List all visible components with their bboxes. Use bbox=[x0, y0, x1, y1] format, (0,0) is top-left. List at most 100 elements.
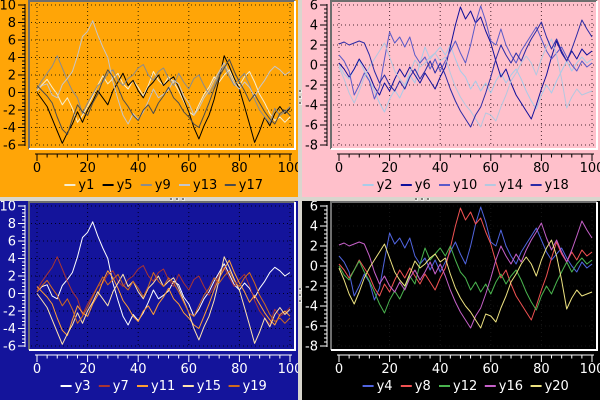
series-line-y12 bbox=[338, 245, 593, 314]
legend-label-y15: y15 bbox=[197, 379, 221, 394]
vertical-splitter-handle[interactable] bbox=[299, 288, 302, 306]
legend-item-y1: y1 bbox=[64, 178, 94, 193]
series-line-y14 bbox=[338, 38, 593, 128]
x-tick-label: 20 bbox=[79, 362, 96, 377]
series-line-y6 bbox=[338, 6, 593, 120]
x-axis bbox=[35, 153, 292, 161]
x-tick-label: 80 bbox=[533, 362, 550, 377]
x-axis bbox=[337, 354, 594, 362]
legend-label-y12: y12 bbox=[453, 379, 477, 394]
legend-item-y6: y6 bbox=[400, 178, 431, 193]
legend-item-y17: y17 bbox=[224, 178, 263, 193]
legend-item-y10: y10 bbox=[439, 178, 477, 193]
canvas-frame-dark bbox=[330, 201, 597, 350]
legend-item-y7: y7 bbox=[98, 379, 129, 394]
y-tick-label: 2 bbox=[8, 69, 16, 84]
x-axis bbox=[337, 153, 594, 161]
legend-item-y12: y12 bbox=[439, 379, 477, 394]
legend-item-y20: y20 bbox=[530, 379, 569, 394]
y-tick-label: 4 bbox=[310, 19, 318, 34]
y-axis bbox=[320, 205, 328, 347]
series-line-y9 bbox=[36, 55, 291, 124]
x-tick-label: 0 bbox=[335, 161, 343, 176]
y-tick-label: 0 bbox=[310, 59, 318, 74]
series-line-y11 bbox=[36, 259, 291, 336]
legend-item-y14: y14 bbox=[484, 178, 523, 193]
series-line-y7 bbox=[36, 256, 291, 325]
x-tick-label: 60 bbox=[181, 161, 198, 176]
legend-label-y8: y8 bbox=[415, 379, 431, 394]
canvas-frame-dark bbox=[330, 0, 597, 149]
y-tick-label: 0 bbox=[8, 86, 16, 101]
y-tick-label: -2 bbox=[305, 79, 318, 94]
canvas-frame-dark bbox=[28, 0, 295, 149]
vertical-splitter-handle[interactable] bbox=[299, 90, 302, 108]
y-tick-label: 10 bbox=[0, 201, 16, 215]
x-tick-label: 40 bbox=[432, 362, 449, 377]
x-tick-label: 100 bbox=[278, 161, 298, 176]
x-tick-label: 60 bbox=[181, 362, 198, 377]
x-tick-label: 80 bbox=[231, 362, 248, 377]
series-line-y16 bbox=[338, 220, 593, 329]
y-tick-label: 6 bbox=[310, 201, 318, 215]
series-line-y13 bbox=[36, 20, 291, 125]
x-axis bbox=[35, 354, 292, 362]
series-line-y17 bbox=[36, 58, 291, 135]
legend-label-y2: y2 bbox=[377, 178, 393, 193]
y-tick-label: -6 bbox=[3, 139, 16, 154]
x-tick-label: 20 bbox=[381, 161, 398, 176]
legend-label-y3: y3 bbox=[75, 379, 91, 394]
y-tick-label: -8 bbox=[305, 139, 318, 154]
y-tick-label: -4 bbox=[3, 121, 16, 136]
horizontal-splitter-handle[interactable] bbox=[170, 198, 188, 201]
legend-label-y7: y7 bbox=[113, 379, 129, 394]
x-tick-label: 80 bbox=[231, 161, 248, 176]
x-tick-label: 100 bbox=[580, 161, 600, 176]
y-tick-label: 8 bbox=[8, 217, 16, 232]
grid bbox=[31, 204, 293, 348]
legend-item-y9: y9 bbox=[140, 178, 171, 193]
legend-label-y16: y16 bbox=[499, 379, 523, 394]
x-tick-label: 40 bbox=[130, 161, 147, 176]
legend-item-y5: y5 bbox=[102, 178, 133, 193]
y-tick-label: -2 bbox=[3, 305, 16, 320]
y-tick-label: -6 bbox=[305, 320, 318, 335]
y-tick-label: 2 bbox=[8, 270, 16, 285]
horizontal-splitter-handle[interactable] bbox=[415, 198, 433, 201]
canvas-frame-light bbox=[331, 1, 598, 150]
x-tick-label: 80 bbox=[533, 161, 550, 176]
y-axis bbox=[18, 4, 26, 146]
y-tick-label: -4 bbox=[3, 322, 16, 337]
y-tick-label: 2 bbox=[310, 240, 318, 255]
plot-canvas bbox=[30, 203, 294, 349]
y-tick-label: -2 bbox=[3, 104, 16, 119]
series-line-y2 bbox=[338, 44, 593, 113]
y-tick-label: 6 bbox=[310, 0, 318, 14]
legend-label-y10: y10 bbox=[453, 178, 477, 193]
horizontal-splitter[interactable] bbox=[0, 197, 600, 201]
legend-item-y4: y4 bbox=[362, 379, 393, 394]
y-tick-label: 4 bbox=[310, 220, 318, 235]
legend-label-y20: y20 bbox=[545, 379, 569, 394]
series-line-y18 bbox=[338, 19, 593, 128]
legend-label-y19: y19 bbox=[243, 379, 267, 394]
series-line-y10 bbox=[338, 5, 593, 100]
series-line-y19 bbox=[36, 270, 291, 324]
y-tick-label: 10 bbox=[0, 0, 16, 14]
series-line-y3 bbox=[36, 221, 291, 326]
y-tick-label: 8 bbox=[8, 16, 16, 31]
x-tick-label: 100 bbox=[278, 362, 298, 377]
canvas-frame-light bbox=[331, 202, 598, 351]
y-tick-label: -4 bbox=[305, 300, 318, 315]
canvas-frame-light bbox=[29, 1, 296, 150]
legend-item-y15: y15 bbox=[182, 379, 221, 394]
series-line-y4 bbox=[338, 206, 593, 301]
y-tick-label: -4 bbox=[305, 99, 318, 114]
legend-label-y5: y5 bbox=[117, 178, 133, 193]
y-tick-label: 0 bbox=[310, 260, 318, 275]
